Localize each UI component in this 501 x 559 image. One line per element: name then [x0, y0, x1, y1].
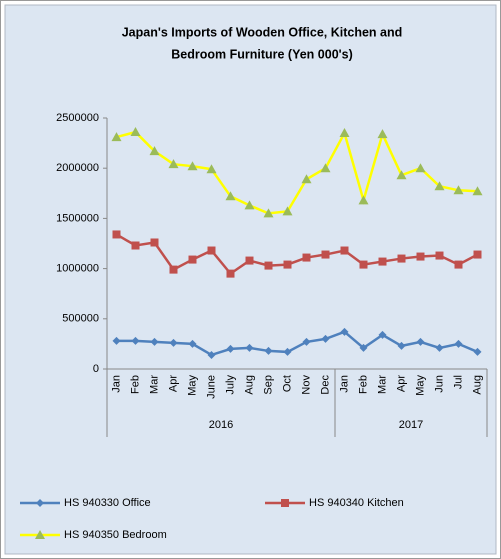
marker [302, 337, 311, 346]
marker [434, 181, 445, 191]
marker [359, 260, 368, 269]
marker [150, 238, 159, 247]
marker [340, 327, 349, 336]
marker [358, 195, 369, 205]
marker [263, 208, 274, 218]
x-tick-label: Aug [471, 375, 483, 395]
marker [320, 163, 331, 173]
chart-title: Japan's Imports of Wooden Office, Kitche… [122, 25, 403, 39]
x-tick-label: Apr [167, 375, 179, 392]
marker [301, 174, 312, 184]
y-tick-label: 500000 [62, 313, 99, 325]
x-tick-label: Aug [243, 375, 255, 395]
x-tick-label: Sep [262, 375, 274, 395]
chart-area [4, 4, 497, 555]
marker [281, 499, 289, 507]
marker [169, 338, 178, 347]
marker [473, 250, 482, 259]
marker [36, 499, 44, 507]
marker [111, 132, 122, 142]
marker [339, 128, 350, 138]
legend-label: HS 940330 Office [64, 497, 151, 509]
marker [397, 341, 406, 350]
x-tick-label: July [224, 375, 236, 395]
marker [396, 170, 407, 180]
marker [453, 185, 464, 195]
marker [245, 256, 254, 265]
marker [131, 336, 140, 345]
x-tick-label: Feb [357, 375, 369, 394]
marker [188, 255, 197, 264]
marker [377, 129, 388, 139]
x-tick-label: Mar [376, 375, 388, 394]
x-tick-label: Jan [338, 375, 350, 393]
marker [245, 343, 254, 352]
marker [302, 253, 311, 262]
marker [169, 265, 178, 274]
marker [112, 230, 121, 239]
x-tick-label: Oct [281, 375, 293, 392]
marker [112, 336, 121, 345]
marker [264, 346, 273, 355]
marker [340, 246, 349, 255]
group-label: 2016 [209, 419, 233, 431]
marker [149, 146, 160, 156]
marker [359, 343, 368, 352]
y-tick-label: 0 [93, 363, 99, 375]
marker [378, 330, 387, 339]
marker [150, 337, 159, 346]
x-tick-label: Mar [148, 375, 160, 394]
marker [321, 334, 330, 343]
x-tick-label: June [205, 375, 217, 399]
y-tick-label: 2500000 [56, 112, 99, 124]
marker [321, 250, 330, 259]
x-tick-label: May [186, 375, 198, 396]
marker [207, 246, 216, 255]
marker [226, 344, 235, 353]
marker [226, 269, 235, 278]
y-tick-label: 2000000 [56, 162, 99, 174]
marker [454, 260, 463, 269]
marker [131, 241, 140, 250]
marker [435, 343, 444, 352]
marker [244, 200, 255, 210]
marker [225, 191, 236, 201]
marker [415, 163, 426, 173]
marker [264, 261, 273, 270]
group-label: 2017 [399, 419, 423, 431]
legend-label: HS 940350 Bedroom [64, 529, 167, 541]
y-tick-label: 1000000 [56, 263, 99, 275]
marker [397, 254, 406, 263]
marker [206, 164, 217, 174]
marker [283, 260, 292, 269]
x-tick-label: Dec [319, 375, 331, 395]
x-tick-label: Feb [129, 375, 141, 394]
x-tick-label: Apr [395, 375, 407, 392]
marker [283, 347, 292, 356]
marker [435, 251, 444, 260]
marker [207, 350, 216, 359]
marker [35, 530, 45, 539]
marker [188, 339, 197, 348]
legend-label: HS 940340 Kitchen [309, 497, 404, 509]
marker [473, 347, 482, 356]
marker [378, 257, 387, 266]
y-tick-label: 1500000 [56, 212, 99, 224]
x-tick-label: Jun [433, 375, 445, 393]
marker [416, 337, 425, 346]
x-tick-label: Nov [300, 375, 312, 395]
marker [130, 127, 141, 137]
marker [416, 252, 425, 261]
x-tick-label: Jan [110, 375, 122, 393]
x-tick-label: May [414, 375, 426, 396]
marker [282, 206, 293, 216]
x-tick-label: Jul [452, 375, 464, 389]
marker [187, 161, 198, 171]
marker [168, 159, 179, 169]
marker [454, 339, 463, 348]
chart-title: Bedroom Furniture (Yen 000's) [171, 47, 352, 61]
marker [472, 186, 483, 196]
